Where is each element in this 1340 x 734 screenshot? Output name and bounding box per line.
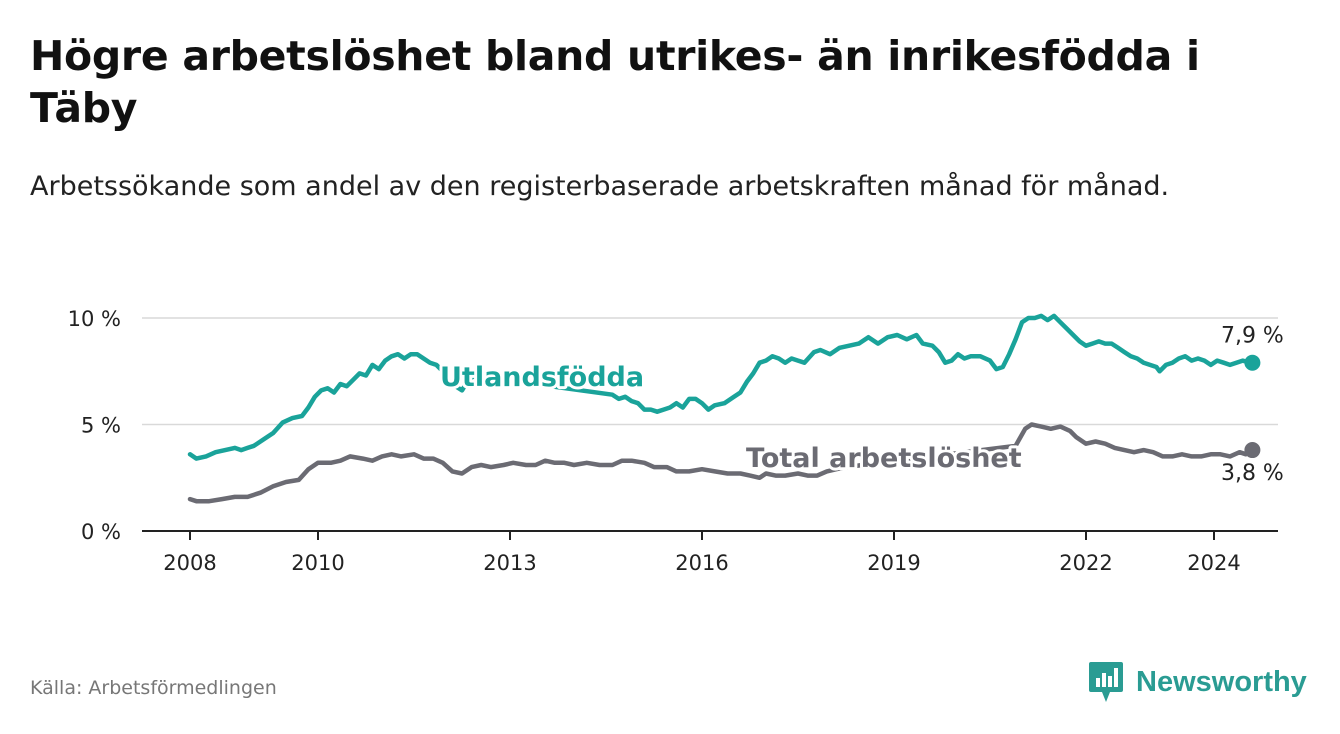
y-tick-label: 0 % — [81, 520, 121, 544]
chart-subtitle: Arbetssökande som andel av den registerb… — [30, 171, 1170, 202]
series-line-total — [187, 422, 1255, 504]
x-tick-label: 2008 — [163, 551, 216, 575]
y-tick-label: 10 % — [68, 307, 121, 331]
brand-name: Newsworthy — [1136, 665, 1307, 698]
x-axis: 2008 2010 2013 2016 2019 2022 2024 — [142, 530, 1278, 575]
x-tick-label: 2016 — [675, 551, 728, 575]
y-axis-ticks: 0 % 5 % 10 % — [68, 307, 121, 544]
x-tick-label: 2022 — [1059, 551, 1112, 575]
y-tick-label: 5 % — [81, 414, 121, 438]
x-tick-label: 2013 — [483, 551, 536, 575]
series-end-value-label: 3,8 % — [1221, 461, 1284, 486]
x-tick-label: 2024 — [1187, 551, 1240, 575]
series-line-utlandsfodda — [187, 313, 1255, 461]
series-end-value-label: 7,9 % — [1221, 324, 1284, 349]
series-name-label: Utlandsfödda — [440, 362, 644, 393]
newsworthy-logo-icon — [1089, 662, 1123, 702]
series-name-label: Total arbetslöshet — [746, 443, 1022, 474]
series-labels: Utlandsfödda Total arbetslöshet 7,9 % 3,8 % — [437, 324, 1284, 486]
chart-title: Högre arbetslöshet bland utrikes- än inr… — [30, 32, 1200, 132]
source-note: Källa: Arbetsförmedlingen — [30, 677, 277, 699]
x-tick-label: 2010 — [291, 551, 344, 575]
series-end-point — [1244, 442, 1261, 459]
series-end-point — [1244, 354, 1261, 371]
x-tick-label: 2019 — [867, 551, 920, 575]
series-lines — [187, 313, 1261, 504]
newsworthy-logo: Newsworthy — [1088, 660, 1307, 704]
gridlines — [142, 317, 1278, 426]
